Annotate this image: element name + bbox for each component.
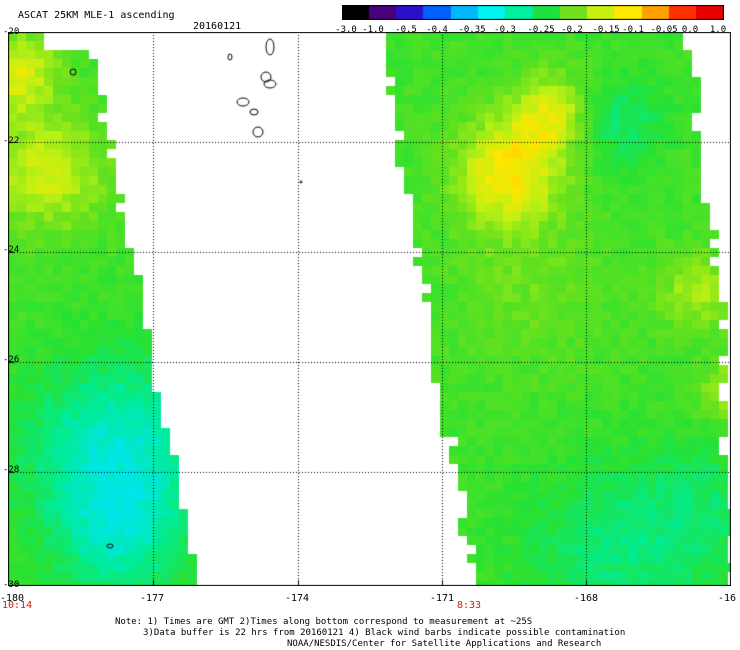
lon-tick: -174 — [284, 593, 310, 604]
lat-tick: -30 — [3, 580, 20, 590]
colorbar-label: -3.0 — [335, 25, 357, 35]
map-date: 20160121 — [193, 21, 242, 32]
footer-credit: NOAA/NESDIS/Center for Satellite Applica… — [287, 639, 602, 649]
lon-tick: -177 — [139, 593, 165, 604]
lon-tick: -171 — [429, 593, 455, 604]
colorbar-label: 1.0 — [709, 25, 727, 35]
map-title: ASCAT 25KM MLE-1 ascending — [18, 10, 175, 21]
colorbar-label: -0.4 — [426, 25, 448, 35]
lon-tick: -16 — [717, 593, 737, 604]
time-label: 8:33 — [457, 600, 482, 611]
lon-tick: -168 — [573, 593, 599, 604]
lat-tick: -24 — [3, 245, 20, 255]
colorbar-label: -0.2 — [561, 25, 583, 35]
colorbar-label: -0.35 — [458, 25, 486, 35]
colorbar-label: -0.1 — [622, 25, 644, 35]
time-label: 10:14 — [2, 600, 33, 611]
footer-note-2: 3)Data buffer is 22 hrs from 20160121 4)… — [143, 628, 626, 638]
colorbar-label: -0.3 — [494, 25, 516, 35]
footer-note-1: Note: 1) Times are GMT 2)Times along bot… — [115, 617, 533, 627]
colorbar-label: 0.0 — [681, 25, 699, 35]
colorbar-label: -0.15 — [592, 25, 620, 35]
colorbar — [342, 5, 724, 20]
lon-tick: -180 — [0, 593, 25, 604]
wind-map — [8, 32, 731, 586]
colorbar-label: -0.25 — [527, 25, 555, 35]
colorbar-label: -1.0 — [362, 25, 384, 35]
colorbar-label: -0.5 — [395, 25, 417, 35]
lat-tick: -22 — [3, 136, 20, 146]
lat-tick: -28 — [3, 465, 20, 475]
lat-tick: -20 — [3, 27, 20, 37]
colorbar-label: -0.05 — [650, 25, 678, 35]
lat-tick: -26 — [3, 355, 20, 365]
